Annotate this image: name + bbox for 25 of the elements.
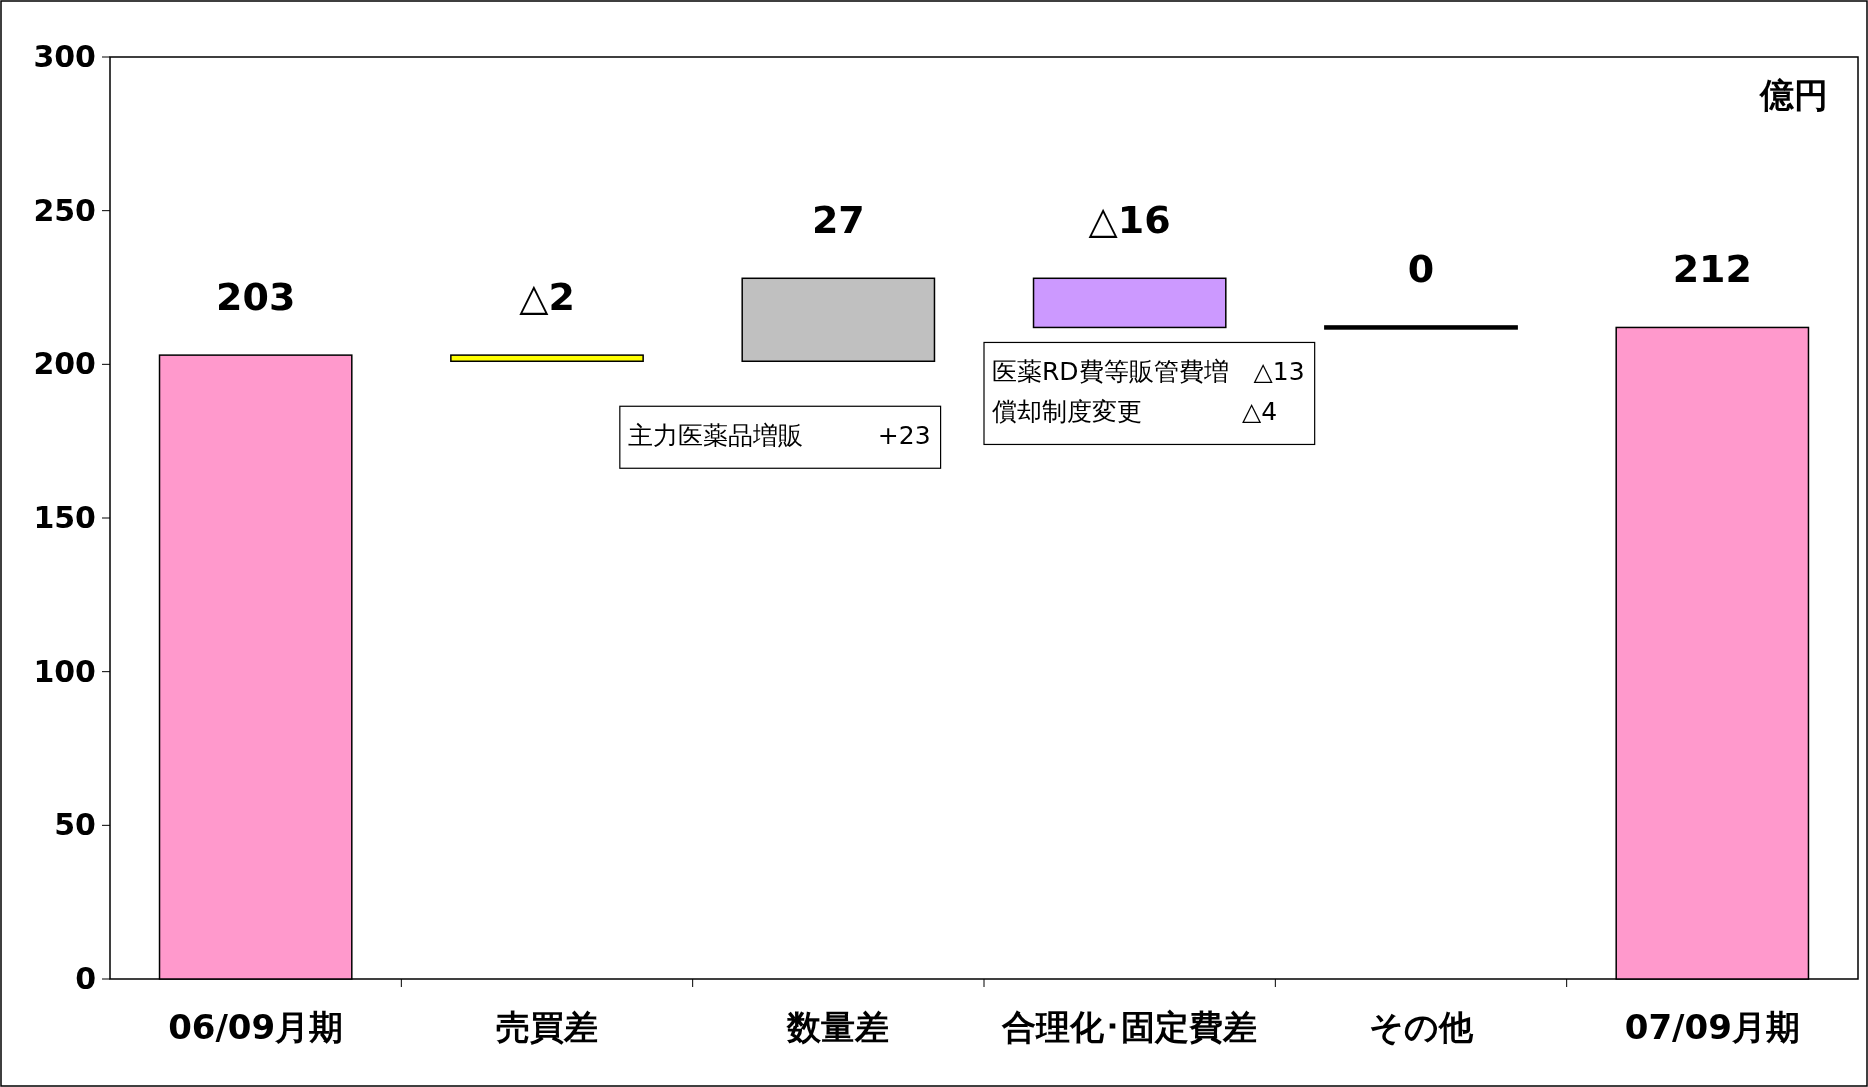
data-label: 27 — [811, 198, 865, 243]
y-tick-label: 150 — [33, 500, 96, 535]
data-label: △2 — [519, 275, 575, 320]
y-tick-label: 100 — [33, 653, 96, 689]
x-tick-label: 売買差 — [496, 1007, 598, 1047]
annotation: 主力医薬品増販 +23 — [627, 421, 931, 451]
y-tick-label: 300 — [33, 39, 96, 74]
x-tick-label: 06/09月期 — [168, 1007, 344, 1047]
x-tick-label: 数量差 — [786, 1007, 890, 1047]
y-tick-label: 0 — [75, 961, 96, 996]
annotation: 医薬RD費等販管費増 △13 償却制度変更 △4 — [992, 357, 1305, 427]
y-tick-label: 200 — [33, 346, 96, 382]
annotation: 億円 — [1759, 75, 1828, 115]
data-label: 203 — [216, 275, 296, 320]
data-label: 212 — [1672, 247, 1752, 292]
bar — [741, 277, 936, 363]
data-label: 0 — [1407, 247, 1435, 292]
y-tick-label: 250 — [33, 192, 96, 228]
bar — [1032, 277, 1227, 329]
x-tick-label: 07/09月期 — [1624, 1007, 1800, 1047]
x-tick-label: その他 — [1369, 1007, 1474, 1047]
data-label: △16 — [1088, 198, 1171, 243]
y-tick-label: 50 — [54, 807, 96, 843]
bar — [450, 354, 644, 363]
x-tick-label: 合理化･固定費差 — [1001, 1007, 1258, 1047]
